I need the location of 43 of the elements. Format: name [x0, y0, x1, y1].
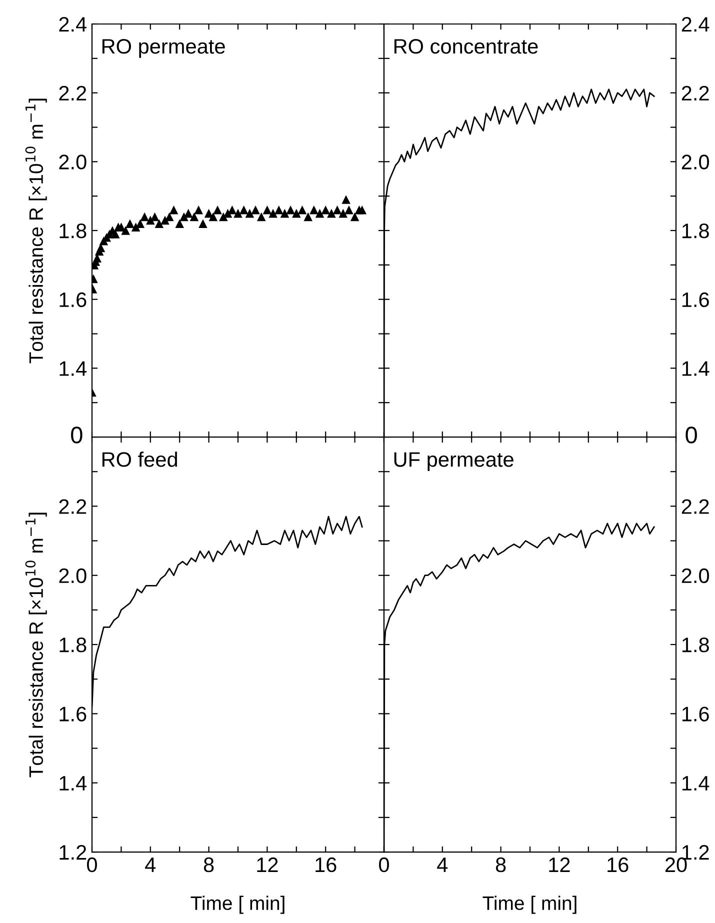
- x-axis-title: Time [ min]: [190, 896, 284, 914]
- y-tick-label: 2.2: [682, 499, 709, 514]
- x-tick-label: 12: [549, 857, 570, 872]
- x-tick-label: 4: [437, 858, 448, 872]
- y-tick-label: 2.0: [682, 154, 710, 170]
- y-tick-label: 1.8: [60, 224, 86, 238]
- y-tick-label: 2.0: [682, 568, 710, 584]
- y-tick-label: 1.4: [60, 776, 87, 790]
- x-tick-label: 4: [145, 858, 156, 872]
- x-tick-label: 16: [316, 857, 336, 872]
- text: 0: [686, 426, 697, 444]
- text: 0: [71, 426, 82, 444]
- x-tick-label: 8: [496, 857, 506, 872]
- y-tick-label: 1.2: [60, 845, 86, 860]
- y-tick-label: 2.4: [682, 17, 710, 32]
- y-tick-label: 1.6: [682, 292, 709, 308]
- y-tick-label: 1.6: [682, 706, 709, 722]
- y-tick-label: 2.2: [59, 499, 86, 514]
- y-tick-label: 1.8: [682, 638, 709, 652]
- y-tick-label: 2.4: [59, 17, 87, 32]
- text: UF permeate: [394, 452, 514, 471]
- text: RO permeate: [102, 39, 225, 58]
- y-tick-label: 1.8: [60, 638, 86, 652]
- y-tick-label: 1.6: [60, 292, 86, 308]
- y-axis-title: Total resistance R [×10$^{10}$ m$^{−1}$]: [25, 512, 47, 778]
- x-tick-label: 8: [204, 857, 214, 872]
- y-tick-label: 2.0: [59, 154, 86, 170]
- y-tick-label: 1.6: [60, 706, 86, 722]
- text: RO concentrate: [394, 39, 538, 54]
- y-tick-label: 1.4: [682, 361, 710, 376]
- x-tick-label: 0: [87, 857, 97, 872]
- y-axis-title: Total resistance R [×10$^{10}$ m$^{−1}$]: [25, 98, 47, 364]
- y-tick-label: 1.8: [682, 224, 709, 238]
- y-tick-label: 2.2: [682, 86, 709, 100]
- y-tick-label: 1.4: [682, 776, 710, 790]
- x-axis-title: Time [ min]: [482, 896, 576, 914]
- y-tick-label: 2.0: [59, 568, 86, 584]
- x-tick-label: 0: [379, 857, 389, 872]
- x-tick-label: 16: [608, 857, 628, 872]
- y-tick-label: 2.2: [59, 86, 86, 100]
- x-tick-label: 12: [257, 857, 278, 872]
- y-tick-label: 1.4: [60, 361, 87, 376]
- text: RO feed: [102, 452, 178, 467]
